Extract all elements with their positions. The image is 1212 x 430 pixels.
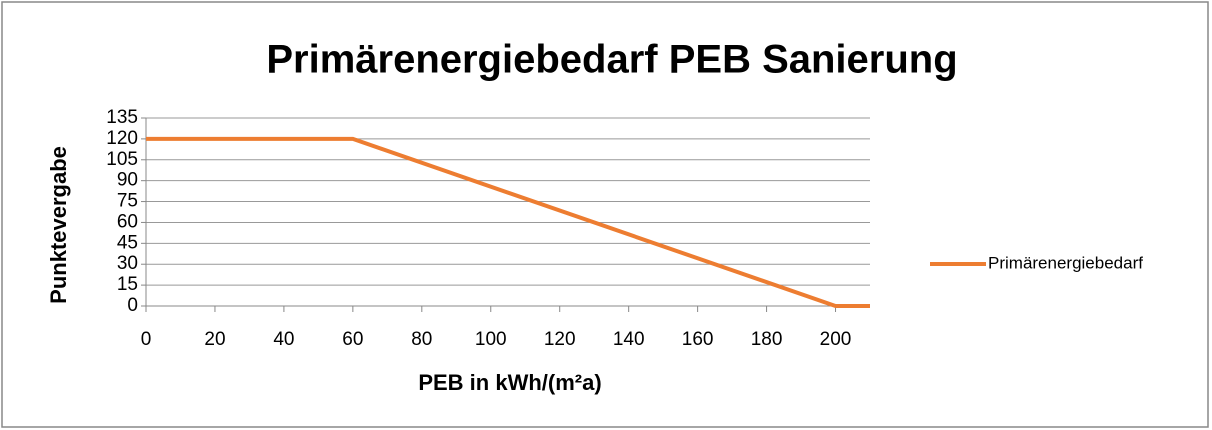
y-tick-label: 30 — [117, 253, 138, 274]
y-tick-label: 60 — [117, 211, 138, 232]
y-tick-label: 75 — [117, 191, 138, 212]
y-tick-label: 135 — [106, 107, 138, 128]
y-tick-label: 15 — [117, 274, 138, 295]
x-tick-label: 200 — [820, 329, 852, 350]
line-series — [146, 136, 870, 308]
x-tick-label: 0 — [141, 329, 152, 350]
y-tick-label: 90 — [117, 170, 138, 191]
y-tick-label: 105 — [106, 149, 138, 170]
x-tick-label: 100 — [475, 329, 507, 350]
y-tick-label: 0 — [127, 295, 138, 316]
chart-title: Primärenergiebedarf PEB Sanierung — [266, 38, 957, 82]
y-tick-label: 120 — [106, 128, 138, 149]
x-tick-label: 20 — [204, 329, 225, 350]
y-axis-label: Punktevergabe — [46, 146, 71, 304]
x-tick-label: 60 — [342, 329, 363, 350]
x-tick-label: 120 — [544, 329, 576, 350]
x-axis-label: PEB in kWh/(m²a) — [418, 370, 601, 395]
x-tick-label: 80 — [411, 329, 432, 350]
x-tick-label: 180 — [751, 329, 783, 350]
legend-label: Primärenergiebedarf — [988, 253, 1143, 272]
x-tick-label: 160 — [682, 329, 714, 350]
x-tick-label: 140 — [613, 329, 645, 350]
x-tick-label: 40 — [273, 329, 294, 350]
y-tick-label: 45 — [117, 232, 138, 253]
